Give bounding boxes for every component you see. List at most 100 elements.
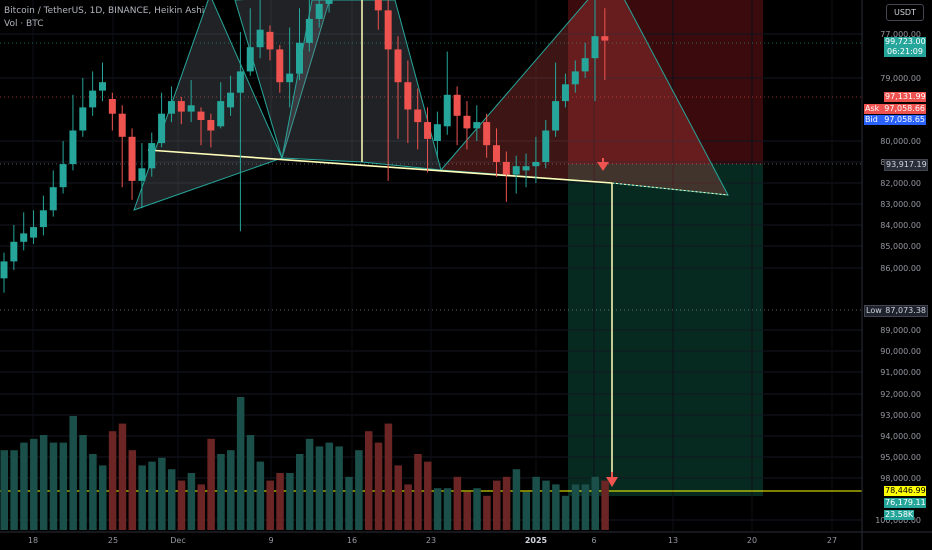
- candle-body: [207, 120, 215, 131]
- volume-bar: [89, 454, 97, 530]
- candle-body: [49, 187, 57, 211]
- candle-body: [374, 0, 382, 11]
- volume-bar: [512, 469, 521, 530]
- volume-bar: [571, 484, 580, 530]
- candle-body: [79, 107, 87, 131]
- candle-body: [158, 113, 166, 144]
- low-tag: Low 87,073.38: [864, 305, 928, 317]
- bid-label: Bid: [865, 115, 878, 124]
- volume-bar: [335, 446, 343, 530]
- low-value: 87,073.38: [885, 306, 926, 315]
- volume-bar: [414, 454, 422, 530]
- candle-body: [325, 0, 333, 4]
- volume-bar: [177, 480, 186, 530]
- candle-body: [591, 36, 599, 59]
- candle-body: [424, 122, 432, 139]
- volume-bar: [99, 465, 107, 530]
- volume-bar: [236, 397, 245, 530]
- candle-body: [128, 136, 136, 181]
- candle-body: [542, 130, 550, 162]
- price-tick-label: 86,000.00: [880, 264, 921, 273]
- candle-body: [30, 227, 38, 238]
- price-tick-label: 91,000.00: [880, 368, 921, 377]
- volume-bar: [266, 480, 274, 530]
- price-tick-label: 93,000.00: [880, 411, 921, 420]
- time-tick-label: 18: [28, 536, 38, 545]
- volume-bar: [246, 435, 255, 530]
- candle-body: [39, 210, 47, 228]
- break-arrow-icon: [597, 162, 609, 171]
- candle-body: [227, 92, 235, 108]
- time-tick-label: 16: [347, 536, 357, 545]
- symbol-title: Bitcoin / TetherUS, 1D, BINANCE, Heikin …: [4, 6, 205, 16]
- candle-body: [187, 105, 195, 112]
- candle-body: [89, 90, 97, 108]
- price-tick-label: 90,000.00: [880, 347, 921, 356]
- candle-body: [197, 111, 205, 120]
- volume-bar: [404, 484, 412, 530]
- volume-bar: [364, 431, 373, 530]
- candle-body: [266, 31, 274, 50]
- price-tick-label: 95,000.00: [880, 453, 921, 462]
- price-tick-label: 98,000.00: [880, 474, 921, 483]
- volume-bar: [30, 438, 38, 530]
- candle-body: [118, 113, 126, 137]
- candle-body: [581, 58, 589, 72]
- candle-body: [493, 145, 500, 162]
- volume-bar: [561, 495, 570, 530]
- volume-label: Vol · BTC: [4, 19, 44, 29]
- neckline-tag: 93,917.19: [884, 159, 928, 171]
- currency-button[interactable]: USDT: [886, 4, 924, 21]
- price-tick-label: 92,000.00: [880, 390, 921, 399]
- volume-bar: [532, 476, 540, 530]
- time-tick-label: 27: [827, 536, 837, 545]
- candle-body: [453, 94, 461, 116]
- candle-body: [305, 18, 313, 43]
- time-tick-label: 13: [668, 536, 678, 545]
- volume-bar: [138, 465, 146, 530]
- ask-label: Ask: [865, 104, 880, 113]
- candle-body: [138, 168, 146, 181]
- stop-loss-zone: [568, 0, 763, 164]
- volume-bar: [148, 461, 156, 530]
- candle-body: [561, 84, 569, 102]
- price-tick-label: 89,000.00: [880, 326, 921, 335]
- volume-bar: [108, 431, 117, 530]
- time-tick-label: 25: [108, 536, 118, 545]
- time-tick-label: Dec: [170, 536, 185, 545]
- price-tick-label: 83,000.00: [880, 200, 921, 209]
- candle-body: [404, 82, 412, 110]
- candle-body: [601, 36, 609, 41]
- volume-bar: [167, 469, 176, 530]
- candle-body: [286, 73, 294, 83]
- candle-body: [463, 115, 471, 129]
- ask-tag: Ask 97,058.66: [864, 104, 926, 114]
- candle-body: [512, 166, 520, 175]
- volume-bar: [49, 442, 58, 530]
- volume-bar: [374, 442, 383, 530]
- candle-body: [69, 130, 77, 165]
- candle-body: [148, 143, 156, 169]
- volume-bar: [286, 473, 294, 530]
- neckline: [147, 149, 613, 184]
- volume-bar: [187, 473, 196, 530]
- volume-bar: [345, 476, 353, 530]
- candle-body: [167, 101, 175, 114]
- chart-legend: Bitcoin / TetherUS, 1D, BINANCE, Heikin …: [4, 5, 204, 31]
- candle-body: [276, 49, 284, 83]
- volume-bar: [473, 488, 481, 530]
- volume-bar: [69, 416, 77, 530]
- bid-value: 97,058.65: [884, 115, 925, 124]
- candle-body: [552, 101, 560, 131]
- volume-bar: [276, 473, 284, 530]
- volume-bar: [305, 438, 314, 530]
- volume-bar: [10, 450, 18, 530]
- candle-body: [443, 94, 451, 127]
- volume-bar: [79, 435, 87, 530]
- volume-bar: [0, 450, 8, 530]
- candle-body: [10, 241, 18, 262]
- volume-bar: [217, 454, 225, 530]
- volume-bar: [542, 480, 550, 530]
- volume-bar: [325, 442, 334, 530]
